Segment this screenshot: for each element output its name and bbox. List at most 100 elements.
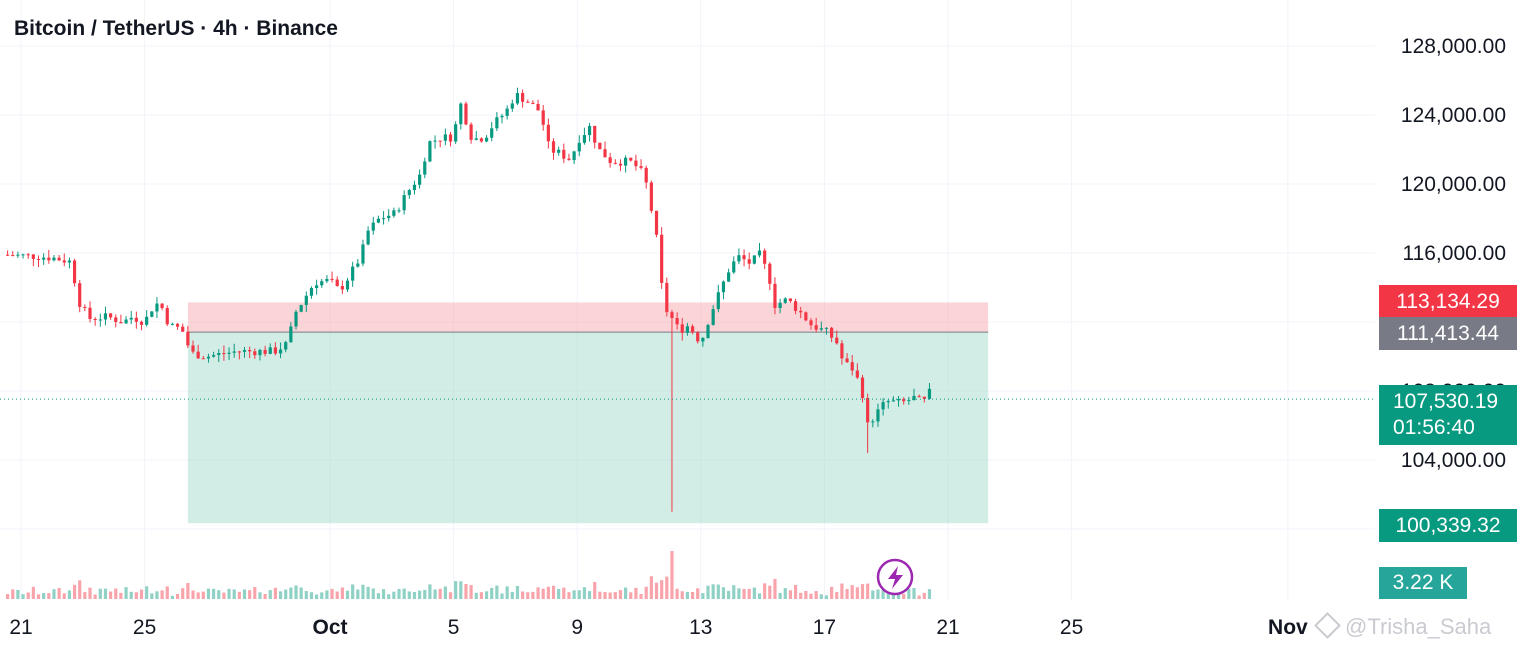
- candle-body: [531, 102, 535, 104]
- volume-bar: [407, 591, 411, 599]
- candle-body: [31, 254, 35, 259]
- candle-body: [490, 128, 494, 138]
- candle-body: [830, 327, 834, 338]
- candle-body: [160, 303, 164, 309]
- volume-bar: [474, 592, 478, 599]
- volume-bar: [155, 591, 159, 599]
- volume-bar: [670, 551, 674, 599]
- candle-body: [103, 313, 108, 320]
- volume-bar: [783, 588, 787, 599]
- candle-body: [134, 317, 138, 322]
- volume-bar: [840, 583, 844, 599]
- candle-body: [6, 254, 10, 256]
- candle-body: [206, 356, 211, 359]
- bar-countdown-label: 01:56:40: [1393, 416, 1475, 439]
- volume-bar: [495, 585, 499, 599]
- candle-body: [52, 257, 56, 261]
- binance-square-icon: [1314, 611, 1341, 639]
- candle-body: [546, 124, 550, 142]
- volume-bar: [505, 586, 509, 599]
- candle-body: [397, 210, 401, 212]
- candle-body: [675, 318, 679, 325]
- price-axis-label: 124,000.00: [1401, 104, 1506, 127]
- candle-body: [912, 395, 916, 401]
- candle-body: [170, 323, 175, 325]
- volume-bar: [438, 588, 442, 599]
- candle-body: [783, 298, 787, 303]
- candle-body: [145, 316, 149, 325]
- volume-bar: [448, 592, 453, 599]
- candle-body: [618, 163, 623, 166]
- candle-body: [639, 166, 643, 168]
- candle-body: [412, 184, 417, 191]
- volume-bar: [47, 593, 51, 599]
- volume-bar: [793, 584, 798, 599]
- candle-body: [515, 93, 520, 104]
- candle-body: [150, 311, 154, 317]
- volume-bar: [917, 595, 921, 599]
- time-axis-label: 9: [571, 616, 583, 639]
- candle-body: [634, 160, 638, 167]
- volume-bar: [242, 589, 247, 599]
- candle-body: [268, 347, 272, 354]
- candle-body: [57, 257, 61, 261]
- last-price-tag: 107,530.19 01:56:40: [1379, 385, 1517, 445]
- stop-loss-price-label: 113,134.29: [1396, 290, 1500, 313]
- volume-label: 3.22 K: [1392, 571, 1454, 594]
- volume-bar: [330, 588, 334, 599]
- candle-body: [469, 124, 473, 140]
- volume-bar: [16, 589, 20, 599]
- candle-body: [129, 317, 133, 320]
- entry-price-tag: 111,413.44: [1379, 317, 1517, 350]
- volume-bar: [922, 592, 926, 599]
- volume-bar: [392, 591, 396, 599]
- candle-body: [263, 349, 267, 354]
- volume-bar: [62, 593, 66, 599]
- candle-body: [175, 323, 180, 327]
- volume-bar: [109, 591, 113, 599]
- candle-body: [11, 255, 15, 257]
- volume-bar: [222, 592, 226, 599]
- candle-body: [701, 337, 705, 342]
- volume-bar: [824, 595, 829, 599]
- volume-bar: [423, 589, 427, 599]
- candle-body: [922, 396, 926, 399]
- volume-bar: [855, 587, 859, 599]
- candle-body: [387, 215, 391, 219]
- volume-bar: [6, 594, 10, 599]
- volume-bar: [819, 594, 823, 599]
- candle-body: [165, 308, 169, 325]
- volume-bar: [866, 583, 870, 599]
- volume-bar: [165, 586, 169, 599]
- take-profit-zone: [187, 332, 989, 524]
- volume-bar: [608, 592, 612, 599]
- volume-bar: [273, 587, 278, 599]
- lightning-bolt-icon[interactable]: [876, 558, 914, 596]
- volume-bar: [582, 587, 587, 599]
- price-axis-label: 116,000.00: [1402, 242, 1506, 265]
- volume-bar: [351, 584, 355, 599]
- candle-body: [479, 138, 484, 142]
- candle-body: [16, 254, 20, 256]
- candle-body: [258, 349, 262, 356]
- candle-body: [572, 151, 576, 161]
- candle-body: [217, 353, 221, 356]
- volume-bar: [742, 588, 746, 599]
- price-axis-label: 128,000.00: [1401, 35, 1506, 58]
- volume-bar: [927, 589, 932, 599]
- candle-body: [649, 182, 653, 211]
- volume-bar: [835, 592, 839, 599]
- time-axis-label: 13: [689, 616, 712, 639]
- candle-body: [757, 250, 762, 256]
- candle-body: [737, 255, 741, 262]
- candle-body: [670, 312, 674, 319]
- volume-bar: [644, 586, 648, 599]
- candle-body: [315, 285, 319, 289]
- candle-body: [804, 312, 808, 321]
- volume-bar: [52, 589, 56, 599]
- candle-body: [902, 399, 906, 402]
- candle-body: [124, 319, 128, 324]
- candle-body: [304, 295, 308, 305]
- candle-body: [768, 263, 772, 284]
